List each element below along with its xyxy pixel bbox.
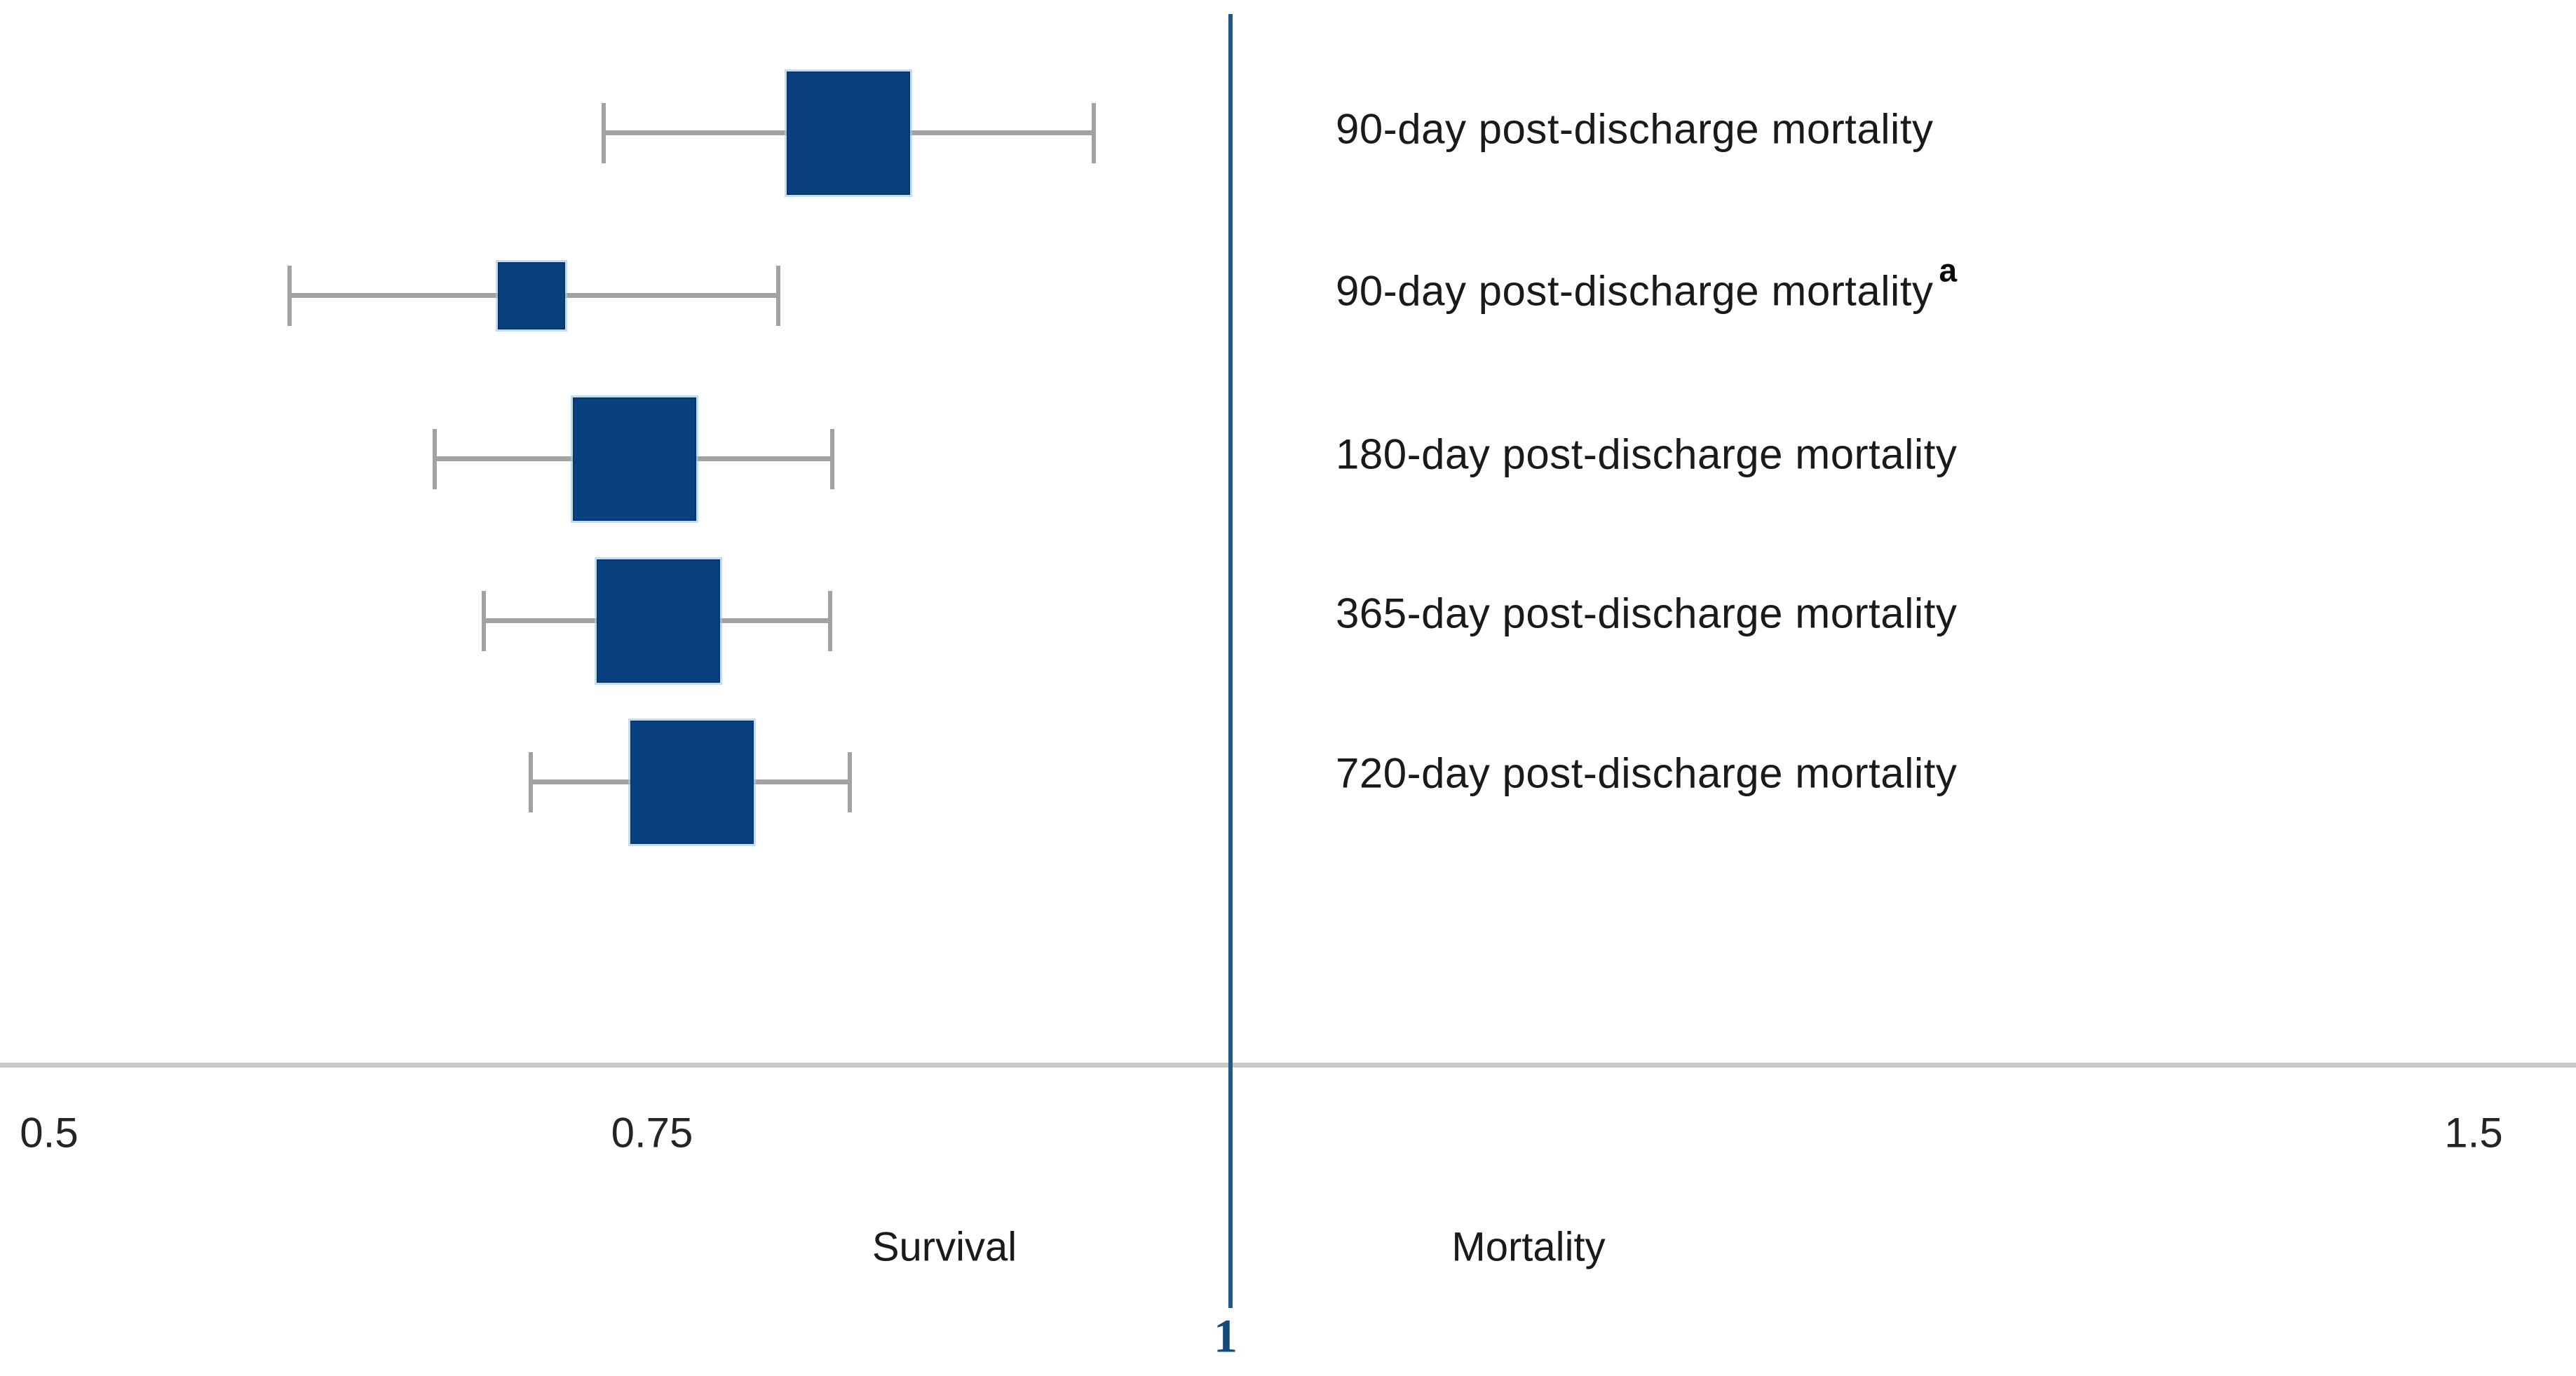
reference-line-at-1 [1228,14,1233,1308]
ci-cap-right [828,591,832,651]
x-tick-1-5: 1.5 [2444,1109,2503,1157]
estimate-box [573,397,696,521]
row-label-text: 90-day post-discharge mortality [1336,267,1934,315]
footnote-marker-a: a [1939,252,1958,289]
ci-cap-left [287,266,292,326]
ci-cap-right [848,752,852,812]
estimate-box [498,262,565,329]
row-label-90-day-adjusted: 90-day post-discharge mortality a [1336,252,1958,315]
ci-cap-left [529,752,533,812]
ci-cap-left [602,103,606,163]
row-label-720-day: 720-day post-discharge mortality [1336,749,1958,797]
ci-cap-left [482,591,486,651]
row-label-180-day: 180-day post-discharge mortality [1336,430,1958,478]
estimate-box [787,71,910,195]
ci-cap-right [1092,103,1096,163]
estimate-box [597,559,720,683]
ci-cap-right [830,429,834,489]
row-label-90-day: 90-day post-discharge mortality [1336,105,1934,153]
estimate-box [630,721,754,844]
x-tick-0-5: 0.5 [20,1109,79,1157]
reference-value-label: 1 [1214,1309,1238,1363]
x-tick-0-75: 0.75 [611,1109,693,1157]
mortality-direction-label: Mortality [1451,1224,1606,1270]
row-label-365-day: 365-day post-discharge mortality [1336,590,1958,637]
ci-cap-right [776,266,780,326]
x-axis-line [0,1063,2576,1068]
survival-direction-label: Survival [872,1224,1017,1270]
ci-cap-left [433,429,437,489]
